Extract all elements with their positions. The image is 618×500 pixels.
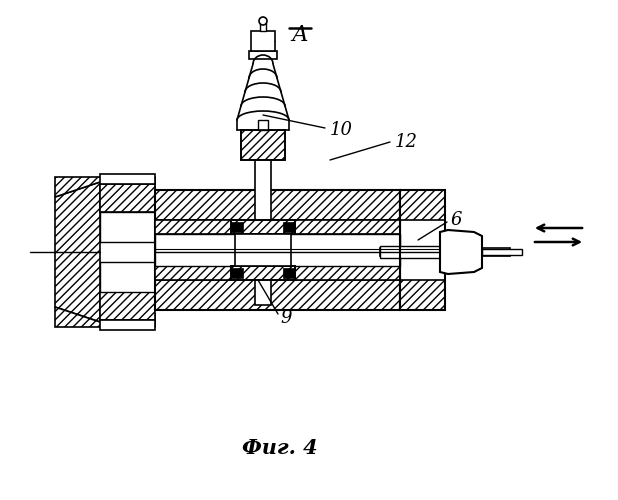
Bar [100, 212, 155, 242]
Bar [100, 292, 155, 320]
Bar [380, 246, 440, 258]
Polygon shape [55, 307, 155, 327]
Bar [255, 130, 271, 220]
Text: 6: 6 [450, 211, 462, 229]
Bar [251, 31, 275, 51]
Bar [400, 190, 445, 220]
Polygon shape [55, 182, 100, 322]
Bar [231, 220, 295, 234]
Text: А: А [292, 24, 308, 46]
Bar [482, 249, 522, 255]
Bar [155, 266, 400, 280]
Text: Фиг. 4: Фиг. 4 [242, 438, 318, 458]
Polygon shape [440, 230, 482, 274]
Bar [255, 265, 271, 305]
Bar [231, 266, 295, 280]
Bar [100, 174, 155, 184]
Text: 9: 9 [280, 309, 292, 327]
Bar [231, 222, 243, 232]
Bar [380, 248, 510, 256]
Bar [400, 280, 445, 310]
Bar [400, 190, 445, 310]
Text: 12: 12 [395, 133, 418, 151]
Bar [249, 51, 277, 59]
Polygon shape [55, 177, 155, 197]
Bar [241, 130, 285, 160]
Bar [155, 234, 400, 266]
Circle shape [259, 17, 267, 25]
Bar [155, 190, 400, 310]
Bar [100, 320, 155, 330]
Bar [100, 184, 155, 212]
Bar [283, 268, 295, 278]
Bar [258, 120, 268, 130]
Bar [155, 280, 400, 310]
Text: 10: 10 [330, 121, 353, 139]
Bar [155, 190, 400, 220]
Bar [235, 234, 291, 266]
Bar [260, 23, 266, 31]
Bar [241, 130, 285, 160]
Bar [155, 220, 400, 234]
Bar [231, 220, 295, 234]
Bar [231, 268, 243, 278]
Bar [100, 262, 155, 292]
Bar [283, 222, 295, 232]
Bar [231, 266, 295, 280]
